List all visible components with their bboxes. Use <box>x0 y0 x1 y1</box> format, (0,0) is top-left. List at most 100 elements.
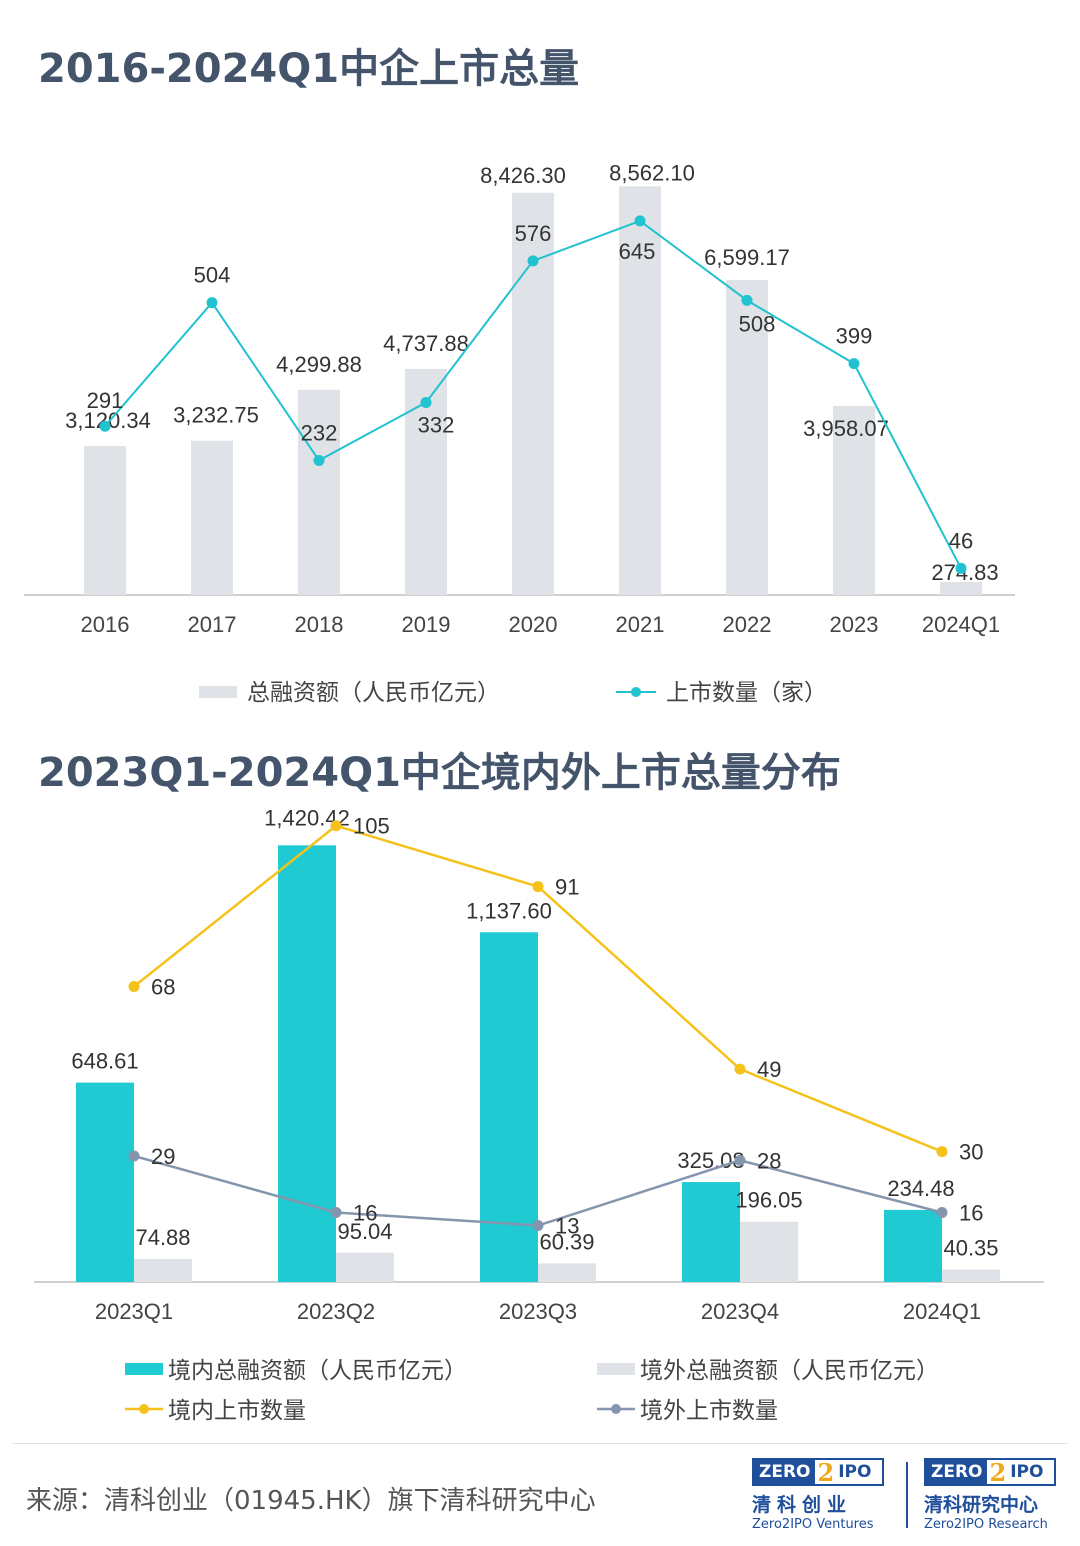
line-point <box>936 1206 948 1218</box>
legend-overseas-line-label: 境外上市数量 <box>640 1397 778 1423</box>
logo-en-name: Zero2IPO Research <box>924 1517 1048 1532</box>
line-value-label: 30 <box>959 1140 983 1165</box>
bar-domestic-financing <box>884 1209 942 1282</box>
bar-total-financing <box>619 186 661 596</box>
bar-value-label: 4,737.88 <box>383 331 469 356</box>
line-value-label: 576 <box>515 221 552 246</box>
bar-domestic-financing <box>682 1182 740 1282</box>
line-point <box>330 1206 342 1218</box>
bar-overseas-label: 196.05 <box>735 1188 802 1213</box>
line-point <box>99 420 111 432</box>
bar-value-label: 6,599.17 <box>704 245 790 270</box>
line-point <box>955 562 967 574</box>
x-tick-label: 2019 <box>402 612 451 637</box>
line-value-label: 91 <box>555 875 579 900</box>
line-value-label: 332 <box>418 412 455 437</box>
line-value-label: 49 <box>757 1057 781 1082</box>
line-value-label: 399 <box>836 324 873 349</box>
logo-zero: ZERO <box>926 1460 988 1484</box>
bar-total-financing <box>298 389 340 595</box>
bar-domestic-label: 234.48 <box>887 1176 954 1201</box>
x-tick-label: 2023Q1 <box>95 1299 173 1324</box>
line-point <box>420 396 432 408</box>
x-tick-label: 2018 <box>295 612 344 637</box>
line-value-label: 508 <box>739 311 776 336</box>
bar-total-financing <box>940 581 982 595</box>
line-point <box>532 881 544 893</box>
line-point <box>527 255 539 267</box>
bar-domestic-financing <box>278 845 336 1282</box>
logo-separator <box>906 1462 908 1528</box>
bar-domestic-financing <box>76 1082 134 1282</box>
chart1-svg: 2016 2017 2018 2019 2020 2021 2022 2023 2024Q1 3,… <box>24 160 1015 705</box>
bar-value-label: 8,562.10 <box>609 160 695 185</box>
bar-overseas-label: 74.88 <box>135 1225 190 1250</box>
line-value-label: 232 <box>301 420 338 445</box>
logo-cn-name: 清科创业 <box>752 1494 853 1516</box>
line-value-label: 13 <box>555 1214 579 1239</box>
bar-total-financing <box>833 406 875 595</box>
bar-domestic-label: 1,137.60 <box>466 898 552 923</box>
line-value-label: 504 <box>194 263 231 288</box>
bar-overseas-financing <box>538 1263 596 1282</box>
footer-divider <box>12 1443 1068 1444</box>
x-tick-label: 2024Q1 <box>903 1299 981 1324</box>
line-point <box>936 1146 948 1158</box>
x-tick-label: 2023Q4 <box>701 1299 779 1324</box>
chart2-svg: 2023Q1648.6174.882023Q21,420.4295.042023… <box>34 805 1044 1423</box>
bar-domestic-label: 648.61 <box>71 1049 138 1074</box>
bar-value-label: 3,232.75 <box>173 403 259 428</box>
logo-cn-name: 清科研究中心 <box>924 1494 1039 1516</box>
x-tick-label: 2021 <box>616 612 665 637</box>
legend-domestic-bar-swatch <box>125 1363 163 1375</box>
bar-value-label: 8,426.30 <box>480 163 566 188</box>
x-tick-label: 2023Q2 <box>297 1299 375 1324</box>
bar-domestic-financing <box>480 932 538 1282</box>
bar-overseas-label: 60.39 <box>539 1229 594 1254</box>
bar-overseas-label: 40.35 <box>943 1236 998 1261</box>
x-tick-label: 2016 <box>81 612 130 637</box>
bar-value-label: 274.83 <box>931 560 998 585</box>
bar-total-financing <box>726 280 768 595</box>
logo-wordmark: ZERO 2 IPO <box>924 1457 1056 1487</box>
bar-overseas-financing <box>134 1258 192 1282</box>
legend-domestic-bar-label: 境内总融资额（人民币亿元） <box>168 1357 467 1383</box>
legend-overseas-bar-swatch <box>597 1363 635 1375</box>
legend-bar-label: 总融资额（人民币亿元） <box>247 679 500 705</box>
line-point <box>634 215 646 227</box>
zero2ipo-ventures-logo: ZERO 2 IPO 清科创业 Zero2IPO Ventures <box>752 1458 884 1532</box>
line-point <box>330 820 342 832</box>
line-point <box>313 454 325 466</box>
bar-total-financing <box>84 446 126 595</box>
x-tick-label: 2020 <box>509 612 558 637</box>
chart2-title: 2023Q1-2024Q1中企境内外上市总量分布 <box>38 750 841 796</box>
line-point <box>734 1063 746 1075</box>
legend-bar-swatch <box>199 686 237 698</box>
x-tick-label: 2022 <box>723 612 772 637</box>
logo-wordmark: ZERO 2 IPO <box>752 1457 884 1487</box>
chart1-title: 2016-2024Q1中企上市总量 <box>38 46 580 92</box>
line-value-label: 29 <box>151 1144 175 1169</box>
line-value-label: 68 <box>151 975 175 1000</box>
line-value-label: 16 <box>959 1200 983 1225</box>
line-value-label: 16 <box>353 1200 377 1225</box>
line-point <box>734 1154 746 1166</box>
x-tick-label: 2023 <box>830 612 879 637</box>
logo-ipo: IPO <box>838 1462 872 1482</box>
line-value-label: 645 <box>619 239 656 264</box>
legend-line-marker <box>631 687 641 697</box>
logo-two: 2 <box>817 1457 835 1487</box>
legend-domestic-line-marker <box>139 1404 149 1414</box>
logo-en-name: Zero2IPO Ventures <box>752 1517 874 1532</box>
logo-ipo: IPO <box>1010 1462 1044 1482</box>
line-point <box>206 297 218 309</box>
logo-zero: ZERO <box>754 1460 816 1484</box>
line-value-label: 291 <box>87 388 124 413</box>
bar-overseas-financing <box>740 1221 798 1282</box>
bar-value-label: 4,299.88 <box>276 352 362 377</box>
legend-overseas-line-marker <box>611 1404 621 1414</box>
logo-two: 2 <box>989 1457 1007 1487</box>
line-value-label: 28 <box>757 1148 781 1173</box>
legend-overseas-bar-label: 境外总融资额（人民币亿元） <box>640 1357 939 1383</box>
zero2ipo-research-logo: ZERO 2 IPO 清科研究中心 Zero2IPO Research <box>924 1458 1056 1532</box>
